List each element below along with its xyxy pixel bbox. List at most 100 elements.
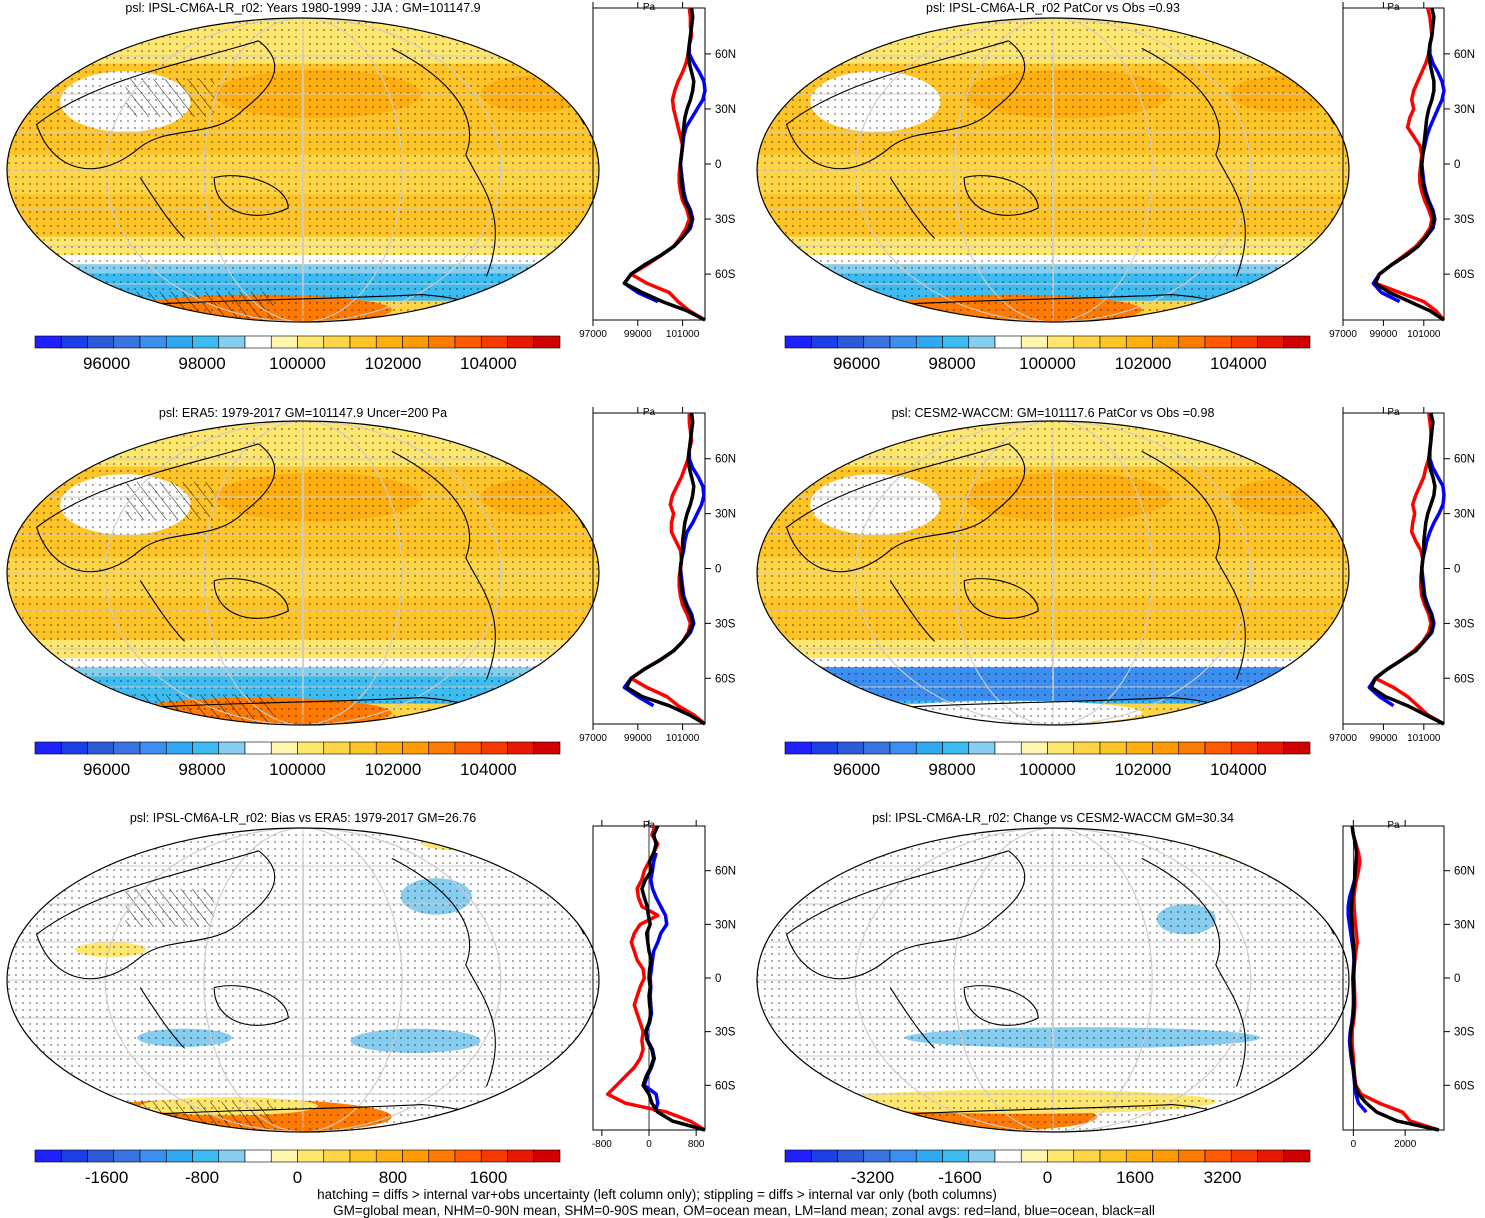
zonal-lat-tick-label: 60N <box>715 454 736 466</box>
zonal-lat-tick-label: 30N <box>715 104 736 116</box>
colorbar-tick-label: 104000 <box>1210 354 1267 373</box>
zonal-x-tick-label: 99000 <box>624 733 652 744</box>
colorbar-swatch <box>323 741 351 755</box>
colorbar-swatch <box>1204 1149 1232 1163</box>
colorbar-swatch <box>87 1149 115 1163</box>
colorbar-swatch <box>270 335 298 349</box>
map-title: psl: ERA5: 1979-2017 GM=101147.9 Uncer=2… <box>159 406 447 420</box>
colorbar-2: 96000 98000 100000 102000 104000 <box>784 335 1311 373</box>
coastline-1 <box>35 850 276 980</box>
colorbar-swatch <box>113 741 141 755</box>
footnote-line-2: GM=global mean, NHM=0-90N mean, SHM=0-90… <box>333 1203 1155 1218</box>
colorbar-swatch <box>1073 335 1101 349</box>
zonal-axis-label: Pa <box>643 2 656 13</box>
colorbar-swatch <box>454 335 482 349</box>
zonal-lat-tick-label: 30N <box>715 509 736 521</box>
colorbar-swatch <box>863 335 891 349</box>
colorbar-tick-label: 96000 <box>833 760 880 779</box>
colorbar-swatch <box>942 1149 970 1163</box>
colorbar-tick-label: 102000 <box>1115 354 1172 373</box>
zonal-axis-label: Pa <box>1387 820 1400 831</box>
zonal-x-tick-label: 101000 <box>666 329 700 340</box>
zonal-lat-tick-label: 60S <box>715 269 736 281</box>
colorbar-swatch <box>1257 741 1285 755</box>
colorbar-swatch <box>375 335 403 349</box>
coastline-1 <box>785 850 1026 980</box>
colorbar-swatch <box>1047 1149 1075 1163</box>
coastline-3 <box>963 578 1039 619</box>
graticule-lon <box>953 828 1153 1132</box>
coastline-2 <box>139 177 185 239</box>
colorbar-swatch <box>192 335 220 349</box>
colorbar-swatch <box>113 335 141 349</box>
colorbar-5: -1600 -800 0 800 1600 <box>34 1149 561 1187</box>
colorbar-swatch <box>507 335 535 349</box>
coastline-2 <box>889 580 935 642</box>
map-title: psl: IPSL-CM6A-LR_r02: Change vs CESM2-W… <box>872 811 1234 825</box>
coastline-1 <box>785 443 1026 573</box>
coastline-2 <box>889 177 935 239</box>
zonal-series-land <box>605 825 706 1132</box>
zonal-lat-tick-label: 30N <box>715 919 736 931</box>
zonal-lat-tick-label: 0 <box>1454 564 1460 576</box>
graticule-lon <box>1052 828 1054 1132</box>
colorbar-swatch <box>533 1149 561 1163</box>
colorbar-swatch <box>784 335 812 349</box>
colorbar-swatch <box>192 741 220 755</box>
colorbar-swatch <box>915 1149 943 1163</box>
graticule-lon <box>302 421 304 725</box>
colorbar-swatch <box>837 1149 865 1163</box>
hatching-asia <box>125 78 215 117</box>
colorbar-swatch <box>994 335 1022 349</box>
colorbar-tick-label: 100000 <box>269 354 326 373</box>
colorbar-tick-label: 100000 <box>1019 354 1076 373</box>
colorbar-swatch <box>1204 335 1232 349</box>
colorbar-swatch <box>375 1149 403 1163</box>
coastline-1 <box>785 40 1026 170</box>
zonal-panel-6: 0 2000 Pa 60N 30N 0 30S 60S <box>1342 820 1475 1150</box>
colorbar-tick-label: 1600 <box>469 1168 507 1187</box>
colorbar-swatch <box>507 741 535 755</box>
colorbar-tick-label: -3200 <box>851 1168 894 1187</box>
colorbar-tick-label: 100000 <box>269 760 326 779</box>
colorbar-swatch <box>297 335 325 349</box>
colorbar-swatch <box>994 1149 1022 1163</box>
colorbar-swatch <box>915 741 943 755</box>
zonal-series-all <box>640 825 706 1132</box>
colorbar-swatch <box>863 1149 891 1163</box>
colorbar-swatch <box>915 335 943 349</box>
colorbar-swatch <box>1230 741 1258 755</box>
colorbar-tick-label: 1600 <box>1116 1168 1154 1187</box>
zonal-x-tick-label: 101000 <box>1407 329 1441 340</box>
zonal-x-tick-label: 97000 <box>1329 329 1357 340</box>
map-panel-3: psl: ERA5: 1979-2017 GM=101147.9 Uncer=2… <box>6 406 600 726</box>
graticule-lon <box>1052 421 1054 725</box>
colorbar-swatch <box>863 741 891 755</box>
colorbar-swatch <box>533 335 561 349</box>
colorbar-swatch <box>1152 1149 1180 1163</box>
colorbar-swatch <box>1099 335 1127 349</box>
colorbar-swatch <box>139 741 167 755</box>
colorbar-swatch <box>1099 1149 1127 1163</box>
map-field-5 <box>7 828 599 1132</box>
map-border <box>756 827 1350 1133</box>
coastline-4 <box>391 857 496 1087</box>
map-panel-6: psl: IPSL-CM6A-LR_r02: Change vs CESM2-W… <box>756 811 1350 1133</box>
colorbar-swatch <box>60 1149 88 1163</box>
map-border <box>6 827 600 1133</box>
colorbar-swatch <box>968 335 996 349</box>
colorbar-swatch <box>139 335 167 349</box>
colorbar-swatch <box>270 741 298 755</box>
colorbar-swatch <box>428 335 456 349</box>
zonal-lat-tick-label: 30S <box>1454 1027 1475 1039</box>
map-title: psl: CESM2-WACCM: GM=101117.6 PatCor vs … <box>892 406 1215 420</box>
colorbar-swatch <box>165 335 193 349</box>
zonal-lat-tick-label: 60S <box>1454 673 1475 685</box>
colorbar-swatch <box>428 1149 456 1163</box>
colorbar-tick-label: 96000 <box>83 760 130 779</box>
colorbar-tick-label: 102000 <box>1115 760 1172 779</box>
colorbar-swatch <box>1152 335 1180 349</box>
colorbar-swatch <box>349 335 377 349</box>
zonal-series-land <box>1373 412 1445 726</box>
